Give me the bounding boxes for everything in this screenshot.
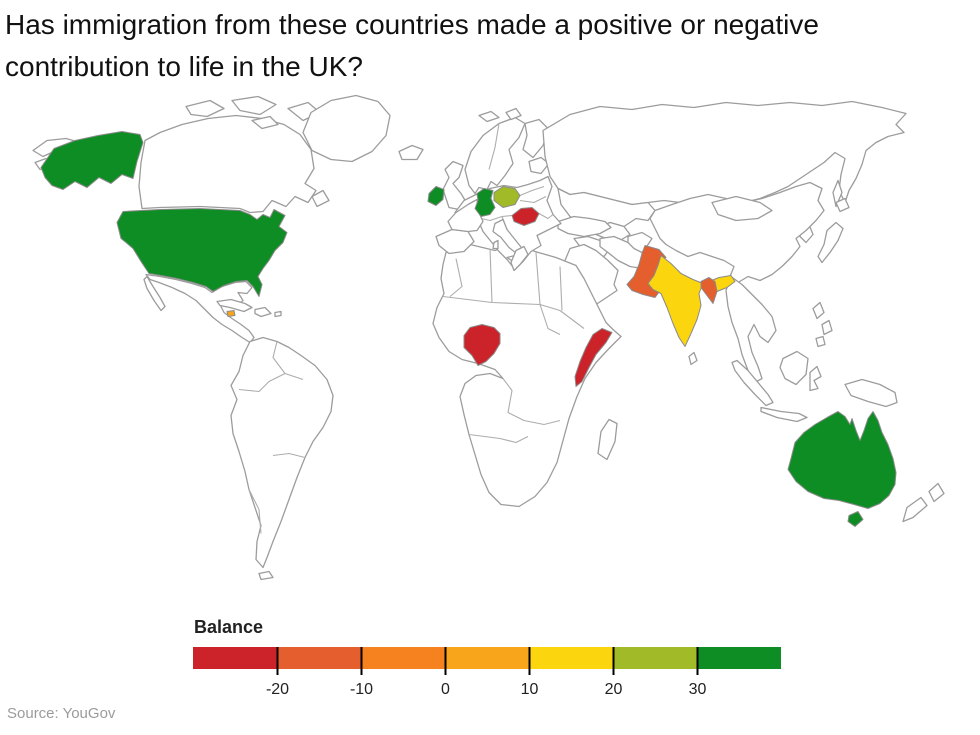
tick-label: -10: [350, 681, 373, 698]
unshaded-countries: [32, 94, 945, 581]
country-france: [447, 198, 484, 233]
island-sumatra: [731, 359, 774, 407]
country-cuba: [216, 298, 253, 313]
legend-band: [697, 647, 781, 669]
country-japan: [817, 221, 844, 264]
shaded-countries: [40, 131, 897, 527]
canada-arctic-island: [185, 99, 225, 118]
legend-band: [361, 647, 445, 669]
tick-label: 20: [605, 681, 623, 698]
philippines-island: [815, 335, 826, 348]
region-indochina: [725, 275, 777, 384]
country-australia-tasmania: [847, 511, 864, 527]
source-attribution: Source: YouGov: [7, 705, 116, 722]
country-india: [647, 255, 704, 347]
canada-arctic-island: [231, 95, 277, 116]
legend-band: [277, 647, 361, 669]
country-nigeria: [463, 324, 501, 366]
legend-title: Balance: [194, 617, 264, 637]
country-ireland: [427, 186, 445, 206]
island-sri-lanka: [688, 351, 698, 366]
page-title: Has immigration from these countries mad…: [5, 4, 965, 88]
country-new-zealand-south: [902, 496, 928, 523]
legend-band: [445, 647, 529, 669]
canada-arctic-island: [251, 115, 279, 130]
tick-label: 10: [521, 681, 539, 698]
country-romania: [511, 207, 540, 226]
country-madagascar: [597, 418, 618, 461]
country-greenland: [302, 94, 391, 163]
island-sardinia: [492, 239, 499, 250]
europe-borders: [476, 185, 554, 230]
country-jamaica: [226, 310, 236, 317]
svalbard-islands: [505, 107, 522, 121]
norway-sweden-border: [488, 123, 500, 170]
island-hispaniola: [254, 306, 272, 318]
country-bangladesh: [700, 277, 718, 304]
country-usa-mainland: [116, 208, 288, 297]
title-line-2: contribution to life in the UK?: [5, 51, 363, 82]
japan-north-island: [835, 197, 850, 213]
country-usa-alaska: [40, 131, 144, 190]
tick-label: -20: [266, 681, 289, 698]
legend-band: [193, 647, 277, 669]
legend-color-bar: [193, 647, 781, 669]
tick-label: 30: [689, 681, 707, 698]
philippines-island: [821, 319, 833, 336]
island-new-guinea: [844, 378, 898, 408]
country-poland: [493, 186, 521, 208]
legend-band: [613, 647, 697, 669]
legend-band: [529, 647, 613, 669]
country-australia: [787, 411, 897, 509]
country-greece: [510, 245, 529, 272]
legend-ticks: [276, 647, 699, 675]
island-newfoundland: [311, 189, 330, 208]
baja-peninsula: [143, 275, 166, 312]
country-china: [649, 181, 825, 284]
south-america-borders: [238, 341, 306, 534]
country-germany: [474, 188, 496, 217]
island-sakhalin: [832, 179, 843, 208]
world-choropleth-map: [0, 88, 980, 613]
svalbard-islands: [478, 110, 500, 123]
island-borneo: [779, 350, 809, 386]
country-finland: [522, 118, 550, 159]
island-java: [760, 406, 808, 423]
region-scandinavia: [464, 116, 526, 195]
continent-africa: [432, 242, 622, 508]
country-new-zealand-north: [928, 482, 945, 503]
tick-label: 0: [441, 681, 450, 698]
country-russia: [542, 100, 907, 210]
africa-borders: [442, 248, 585, 444]
country-canada: [138, 114, 317, 214]
country-turkey: [557, 215, 612, 238]
country-iceland: [398, 144, 424, 161]
baltic-states: [528, 156, 550, 175]
country-mongolia: [711, 195, 773, 222]
legend-tick-labels: -20 -10 0 10 20 30: [266, 681, 707, 698]
world-map-svg: [32, 94, 945, 581]
color-scale-legend: -20 -10 0 10 20 30: [193, 647, 781, 698]
continent-south-america: [230, 336, 334, 569]
island-sulawesi: [809, 365, 822, 392]
philippines-island: [812, 301, 825, 320]
island-puerto-rico: [274, 310, 282, 318]
island-tierra-del-fuego: [258, 570, 274, 581]
title-line-1: Has immigration from these countries mad…: [5, 9, 819, 40]
country-somalia: [574, 328, 613, 387]
